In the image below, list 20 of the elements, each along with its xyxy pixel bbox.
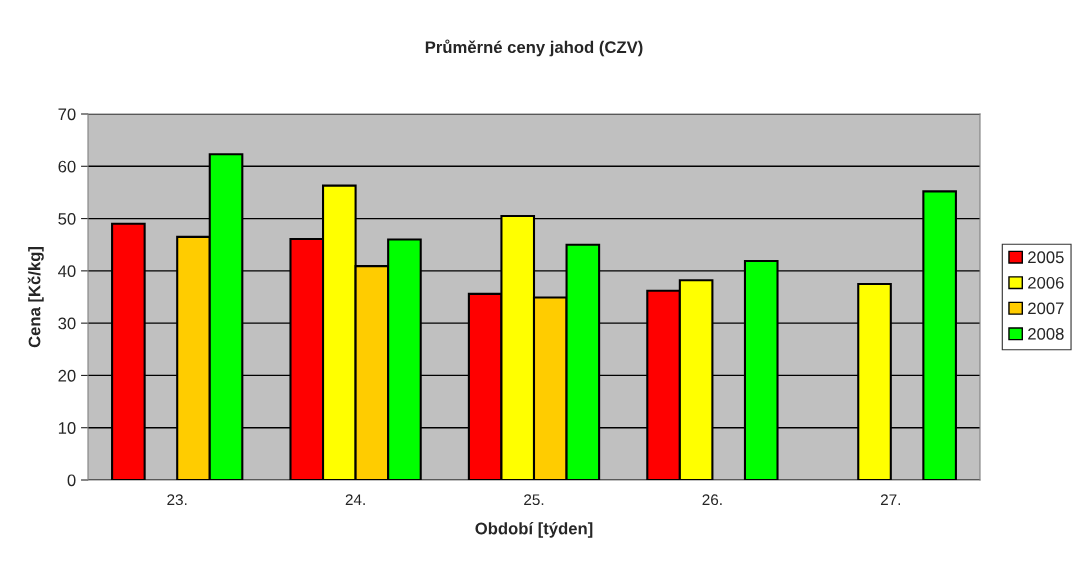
x-tick-label: 26. bbox=[702, 494, 722, 506]
y-tick-label: 50 bbox=[58, 212, 76, 225]
y-tick-label: 40 bbox=[58, 265, 76, 278]
x-axis-title: Období [týden] bbox=[475, 522, 593, 538]
legend-label: 2006 bbox=[1028, 276, 1064, 289]
y-tick-label: 10 bbox=[58, 422, 76, 434]
x-tick-label: 23. bbox=[167, 494, 187, 506]
legend-label: 2005 bbox=[1028, 251, 1064, 264]
chart-title: Průměrné ceny jahod (CZV) bbox=[425, 39, 643, 57]
y-tick-label: 70 bbox=[58, 108, 76, 121]
x-tick-label: 25. bbox=[524, 494, 544, 506]
x-tick-label: 27. bbox=[880, 494, 901, 505]
legend-label: 2007 bbox=[1028, 302, 1064, 315]
legend-label: 2008 bbox=[1028, 327, 1064, 340]
y-tick-label: 30 bbox=[58, 317, 76, 330]
y-tick-label: 20 bbox=[58, 369, 76, 382]
y-tick-label: 0 bbox=[67, 474, 76, 487]
x-tick-label: 24. bbox=[345, 494, 365, 505]
y-tick-label: 60 bbox=[58, 160, 76, 173]
y-axis-title: Cena [Kč/kg] bbox=[27, 247, 44, 348]
